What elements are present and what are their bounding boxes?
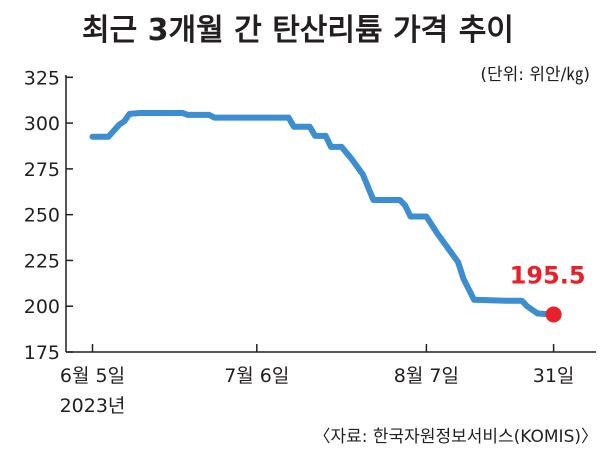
- y-tick-label: 250: [24, 205, 60, 227]
- x-tick-label: 31일: [533, 365, 575, 387]
- y-tick-label: 225: [24, 250, 60, 272]
- plot-area: 195.5: [89, 110, 586, 323]
- y-tick-label: 200: [24, 296, 60, 318]
- x-axis: 6월 5일 2023년 7월 6일 8월 7일 31일: [60, 344, 596, 417]
- source-label: 〈자료: 한국자원정보서비스(KOMIS)〉: [313, 427, 598, 447]
- y-tick-label: 175: [24, 342, 60, 364]
- unit-label: (단위: 위안/㎏): [480, 65, 590, 85]
- chart-title: 최근 3개월 간 탄산리튬 가격 추이: [82, 13, 514, 48]
- x-tick-label: 7월 6일: [224, 365, 289, 387]
- x-tick-label: 6월 5일: [60, 365, 125, 387]
- x-tick-label: 8월 7일: [394, 365, 459, 387]
- last-point-label: 195.5: [510, 261, 586, 289]
- y-tick-label: 300: [24, 113, 60, 135]
- last-point-marker: [545, 306, 562, 323]
- y-axis: 175 200 225 250 275 300 325: [24, 67, 73, 364]
- y-tick-label: 275: [24, 159, 60, 181]
- x-tick-sublabel: 2023년: [60, 395, 126, 417]
- y-tick-label: 325: [24, 67, 60, 89]
- price-line: [89, 110, 541, 317]
